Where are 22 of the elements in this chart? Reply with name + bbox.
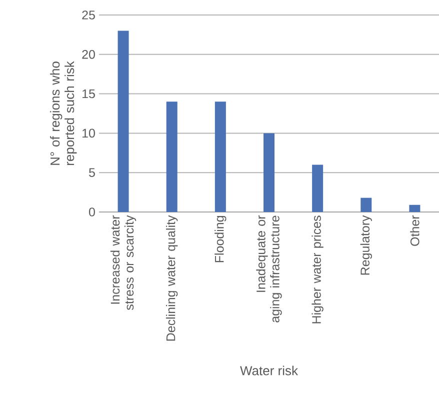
y-tick-label: 5 (89, 168, 95, 177)
x-axis-title: Water risk (240, 366, 298, 376)
x-tick-label: Other (410, 215, 420, 246)
x-tick-label: Flooding (214, 216, 226, 262)
x-tick-label: Higher water prices (312, 216, 324, 324)
bar (214, 102, 226, 212)
bar (166, 102, 178, 212)
y-tick-label: 10 (82, 128, 95, 138)
bar (118, 30, 129, 212)
bar (409, 204, 420, 212)
y-tick-label: 25 (82, 10, 95, 20)
bar (312, 164, 324, 212)
x-tick-label: Declining water quality (166, 215, 178, 341)
y-tick-label: 15 (82, 89, 95, 98)
bar (360, 198, 372, 212)
y-tick-label: 0 (89, 208, 95, 216)
x-tick-label: Inadequate or aging infrastructure (256, 215, 282, 322)
x-tick-label: Regulatory (360, 215, 372, 275)
x-tick-label: Increased water stress or scarcity (110, 215, 136, 310)
y-axis-title: N° of regions who reported such risk (50, 61, 77, 166)
y-tick-label: 20 (82, 50, 95, 59)
bar (264, 133, 274, 212)
